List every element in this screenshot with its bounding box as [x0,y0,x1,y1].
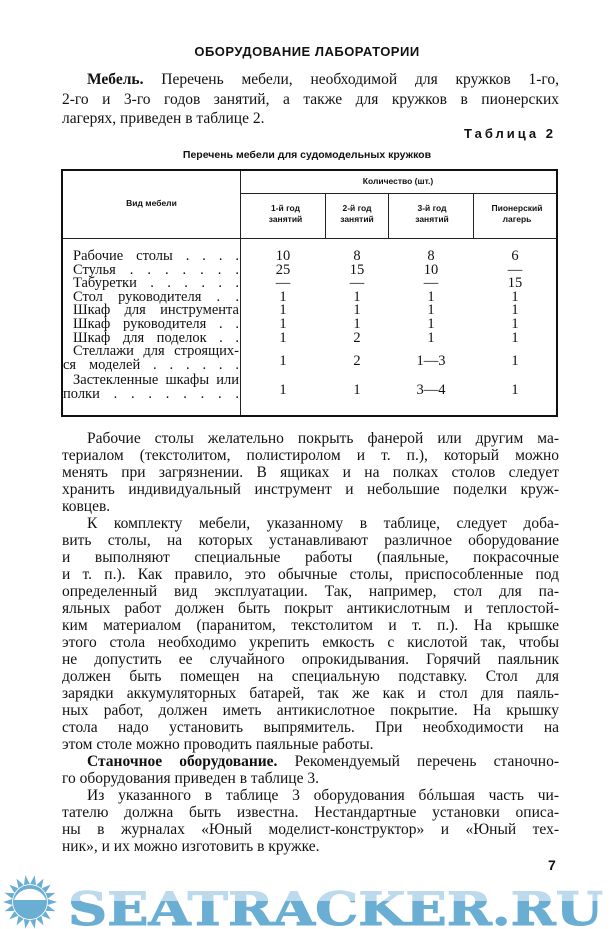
table-cell: — [507,261,523,278]
header-col: 3-й год занятий [415,203,449,224]
paragraph: Рабочие столы желательно покрыть фанерой… [62,430,559,515]
table-cell: 10 [275,248,291,264]
furniture-table: Вид мебели Количество (шт.) 1-й год заня… [61,169,558,417]
sun-ray [16,915,24,926]
sun-ray [30,918,37,929]
header-kind: Вид мебели [126,198,177,208]
table-cell: 1 [279,288,287,305]
table-cell: 1 [511,288,519,305]
table-cell: 1 [511,302,519,319]
page-number: 7 [548,857,556,873]
table-cell: 1 [427,316,435,332]
sun-ray [9,911,19,920]
table-cell: 1 [427,329,435,346]
table-cell: 1 [279,352,287,369]
sun-ray [41,911,51,920]
table-cell: 10 [423,261,439,278]
table-cell: 1 [279,316,287,332]
sun-ray [45,892,56,899]
table-cell: 8 [427,248,435,264]
table-cell: — [423,275,439,292]
intro-heading: Мебель. [87,71,144,88]
table-cell: 1 [511,352,519,369]
table-cell: 3—4 [416,382,446,398]
divider [325,193,326,238]
sun-ray [3,898,13,906]
sun-ray [36,915,44,926]
header-col: 1-й год занятий [268,203,303,224]
table-row-name: Табуретки . . . . . . [73,275,239,292]
table-row-name: Шкаф руководителя . . [73,316,239,332]
body-text: Рабочие столы желательно покрыть фанерой… [62,430,559,855]
sun-ray [4,892,15,899]
table-row-name: Стулья . . . . . . . [73,261,239,278]
sun-ray [41,884,51,893]
watermark-logo: SEATRACKER.RU [3,875,608,929]
table-cell: 25 [275,261,291,278]
table-cell: 1 [279,302,287,319]
paragraph: К комплекту мебели, указанному в таблице… [62,515,559,753]
table-cell: 1 [279,382,287,398]
sun-ray [45,905,56,912]
table-cell: 1 [511,382,519,398]
paragraph-heading: Станочное оборудование. [87,753,278,770]
table-cell: — [275,275,291,292]
table-row-name: Рабочие столы . . . . [73,248,239,264]
table-cell: 1 [353,316,361,332]
table-number: Таблица 2 [463,126,556,141]
table-row-name: Стол руководителя . . [73,288,239,305]
table-cell: — [349,275,365,292]
table-cell: 1 [353,288,361,305]
table-cell: 2 [353,329,361,346]
sun-ray [4,905,15,912]
sun-ray [36,878,44,889]
sun-ray [16,878,24,889]
table-cell: 1 [279,329,287,346]
table-row-name: Шкаф для поделок . . [73,329,239,346]
divider [63,238,556,239]
sun-ray [30,875,37,886]
divider [240,193,556,194]
table-cell: 2 [353,352,361,369]
sun-icon [3,875,57,929]
table-cell: 1 [511,316,519,332]
sun-ray [23,875,30,886]
divider [473,193,474,238]
table-cell: 15 [349,261,365,278]
paragraph: Станочное оборудование. Рекомендуемый пе… [62,753,559,787]
table-cell: 8 [353,248,361,264]
sun-ray [47,898,57,906]
table-cell: 1 [511,329,519,346]
table-cell: 1 [427,288,435,305]
table-row-name: Шкаф для инструмента [73,302,239,319]
table-row-name: Стеллажи для строящих-ся моделей . . . .… [63,343,239,373]
intro-paragraph: Мебель. Перечень мебели, необходимой для… [62,71,559,128]
sun-ray [23,918,30,929]
divider [240,171,241,415]
table-caption: Перечень мебели для судомодельных кружко… [182,149,432,161]
table-cell: 15 [507,275,523,292]
table-cell: 1 [353,382,361,398]
table-cell: 1 [353,302,361,319]
table-row-name: Застекленные шкафы или полки . . . . . . … [63,372,239,402]
header-quantity: Количество (шт.) [362,176,434,186]
header-col: Пионерский лагерь [491,203,543,224]
table-cell: 1—3 [416,352,446,369]
table-cell: 1 [427,302,435,319]
page-title: ОБОРУДОВАНИЕ ЛАБОРАТОРИИ [194,44,420,59]
header-col: 2-й год занятий [340,203,374,224]
table-cell: 6 [511,248,519,264]
divider [388,193,389,238]
sun-ray [9,884,19,893]
paragraph: Из указанного в таблице 3 оборудования б… [62,787,559,855]
